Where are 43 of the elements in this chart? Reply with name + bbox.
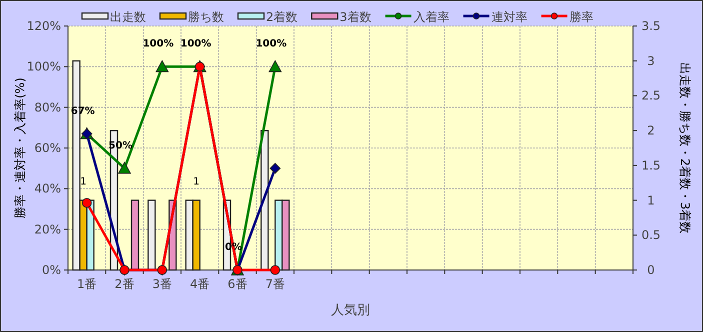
x-tick-label: 1番 <box>77 277 97 291</box>
data-label: 1 <box>193 176 200 188</box>
y2-tick-label: 1.5 <box>641 158 661 172</box>
y-tick-label: 40% <box>34 182 61 196</box>
legend-label: 入着率 <box>413 10 450 24</box>
x-tick-label: 2番 <box>114 277 134 291</box>
point <box>156 60 169 72</box>
point <box>270 162 281 174</box>
point <box>270 265 280 275</box>
y-tick-label: 0% <box>42 263 61 277</box>
legend-label: 勝率 <box>569 10 594 24</box>
legend-label: 連対率 <box>491 10 528 24</box>
point <box>268 60 282 72</box>
point <box>82 198 92 208</box>
legend-label: 2着数 <box>266 10 298 24</box>
legend-label: 3着数 <box>340 10 372 24</box>
y2-tick-label: 2.5 <box>641 88 661 103</box>
y2-tick-label: 3.5 <box>641 19 661 33</box>
y2-tick-label: 2 <box>647 124 655 138</box>
y2-tick-label: 1 <box>647 193 655 208</box>
y-tick-label: 100% <box>26 60 61 74</box>
data-label: 100% <box>142 38 174 50</box>
x-tick-label: 4番 <box>190 277 210 291</box>
y-axis-title: 勝率・連対率・入着率(%) <box>13 78 27 218</box>
x-axis-title: 人気別 <box>331 303 370 318</box>
y2-axis-title: 出走数・勝ち数・2着数・3着数 <box>678 62 692 234</box>
data-label: 1 <box>80 176 87 188</box>
point <box>118 162 131 174</box>
legend-label: 出走数 <box>110 10 146 24</box>
legend-label: 勝ち数 <box>188 10 224 24</box>
y2-tick-label: 0.5 <box>641 228 661 242</box>
y2-tick-label: 3 <box>647 54 655 68</box>
y-tick-label: 60% <box>34 141 61 155</box>
x-tick-label: 7番 <box>265 277 285 291</box>
data-label: 100% <box>180 38 212 50</box>
y-tick-label: 20% <box>34 222 61 236</box>
y-tick-label: 120% <box>26 19 61 33</box>
data-label: 100% <box>256 38 287 50</box>
y2-tick-label: 0 <box>647 263 655 277</box>
bar <box>130 200 140 271</box>
x-tick-label: 6番 <box>228 277 248 291</box>
y-tick-label: 80% <box>34 100 61 114</box>
x-tick-label: 3番 <box>152 277 172 291</box>
